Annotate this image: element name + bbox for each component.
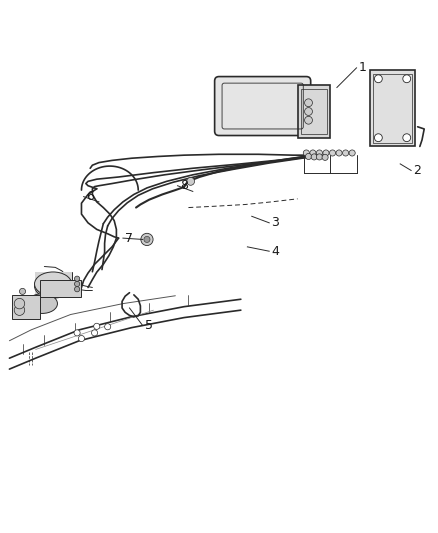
Bar: [297, 85, 330, 138]
Bar: [40, 280, 81, 297]
Circle shape: [14, 298, 25, 309]
Circle shape: [304, 116, 312, 124]
Circle shape: [403, 75, 411, 83]
Circle shape: [78, 335, 85, 342]
Text: 2: 2: [413, 164, 421, 177]
Bar: [301, 89, 327, 134]
Circle shape: [94, 323, 100, 329]
Circle shape: [144, 236, 150, 243]
Circle shape: [403, 134, 411, 142]
Ellipse shape: [35, 272, 72, 296]
Circle shape: [74, 330, 80, 336]
Text: 5: 5: [145, 319, 153, 332]
Circle shape: [374, 75, 382, 83]
Circle shape: [316, 154, 322, 160]
Text: 6: 6: [86, 190, 94, 203]
Circle shape: [323, 150, 329, 156]
Bar: [373, 74, 412, 143]
Circle shape: [310, 150, 316, 156]
Text: 7: 7: [125, 232, 133, 245]
Circle shape: [343, 150, 349, 156]
Text: 1: 1: [359, 61, 367, 74]
Circle shape: [349, 150, 355, 156]
Text: 3: 3: [272, 216, 279, 229]
Circle shape: [304, 99, 312, 107]
Bar: [370, 70, 416, 147]
Text: 4: 4: [272, 245, 279, 258]
Circle shape: [105, 324, 111, 330]
Circle shape: [336, 150, 342, 156]
Circle shape: [187, 177, 194, 185]
Ellipse shape: [27, 294, 57, 313]
Circle shape: [74, 276, 80, 281]
Circle shape: [19, 288, 25, 294]
Bar: [12, 295, 40, 319]
Circle shape: [14, 305, 25, 316]
Circle shape: [316, 150, 322, 156]
Circle shape: [74, 287, 80, 292]
Text: 8: 8: [180, 179, 188, 192]
Circle shape: [374, 134, 382, 142]
Ellipse shape: [35, 274, 72, 298]
Circle shape: [74, 281, 80, 287]
FancyBboxPatch shape: [215, 77, 311, 135]
Circle shape: [304, 108, 312, 116]
Circle shape: [141, 233, 153, 246]
Circle shape: [303, 150, 309, 156]
Circle shape: [311, 154, 317, 160]
Circle shape: [305, 154, 311, 159]
Circle shape: [92, 330, 98, 336]
Bar: [35, 272, 72, 296]
Circle shape: [329, 150, 336, 156]
Circle shape: [322, 154, 328, 160]
